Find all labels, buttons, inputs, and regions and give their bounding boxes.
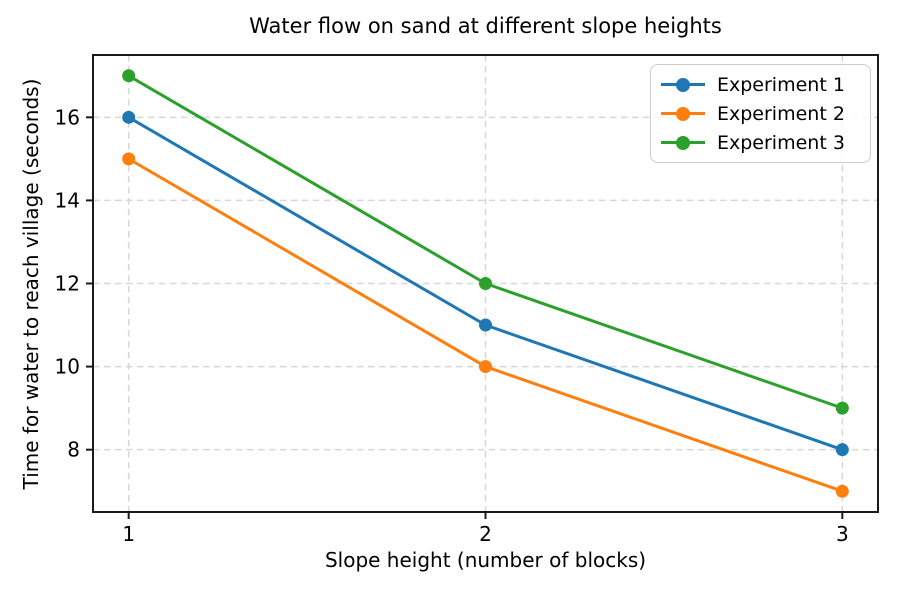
x-tick-label: 3 bbox=[836, 522, 849, 546]
legend-label: Experiment 3 bbox=[717, 131, 845, 154]
data-point-marker bbox=[835, 401, 849, 415]
legend-item-experiment-2: Experiment 2 bbox=[661, 103, 860, 125]
legend-label: Experiment 2 bbox=[717, 102, 845, 125]
data-point-marker bbox=[122, 152, 136, 166]
y-tick-label: 8 bbox=[67, 438, 80, 462]
y-axis-label: Time for water to reach village (seconds… bbox=[19, 78, 43, 490]
y-tick-label: 14 bbox=[55, 188, 80, 212]
data-point-marker bbox=[479, 360, 492, 374]
x-tick-label: 1 bbox=[122, 522, 135, 546]
data-point-marker bbox=[479, 277, 492, 290]
plot-frame bbox=[92, 54, 879, 513]
data-point-marker bbox=[122, 69, 136, 83]
y-tick-label: 12 bbox=[55, 272, 80, 296]
data-point-marker bbox=[835, 484, 849, 498]
data-point-marker bbox=[122, 110, 136, 124]
legend-item-experiment-1: Experiment 1 bbox=[661, 74, 860, 96]
legend: Experiment 1 Experiment 2 Experiment 3 bbox=[650, 64, 871, 163]
series-experiment-2 bbox=[122, 152, 849, 498]
data-point-marker bbox=[479, 318, 492, 332]
legend-item-experiment-3: Experiment 3 bbox=[661, 132, 860, 154]
chart-title: Water flow on sand at different slope he… bbox=[249, 14, 722, 38]
legend-line-marker-sample bbox=[661, 106, 705, 121]
legend-label: Experiment 1 bbox=[717, 73, 845, 96]
series-experiment-3 bbox=[122, 69, 849, 415]
legend-line-marker-sample bbox=[661, 77, 705, 92]
legend-line-marker-sample bbox=[661, 135, 705, 150]
y-tick-label: 16 bbox=[55, 105, 80, 129]
series-experiment-1 bbox=[122, 110, 849, 457]
x-tick-label: 2 bbox=[479, 522, 492, 546]
data-point-marker bbox=[835, 443, 849, 457]
x-axis-label: Slope height (number of blocks) bbox=[324, 548, 647, 572]
y-tick-label: 10 bbox=[55, 355, 80, 379]
